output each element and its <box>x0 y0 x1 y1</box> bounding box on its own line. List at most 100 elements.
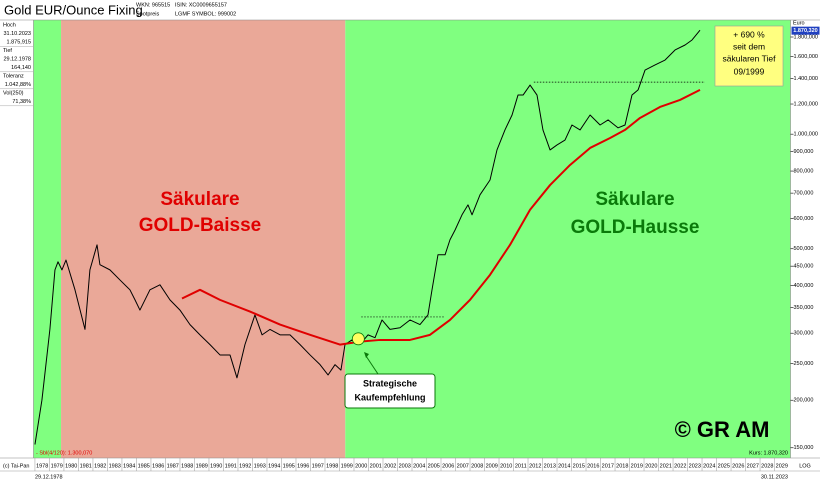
info: LGMF SYMBOL: 999002 <box>175 11 236 17</box>
y-tick-label: 350,000 <box>794 305 814 311</box>
annotation: + 690 % <box>733 29 765 39</box>
info-text: 71,38% <box>12 99 31 105</box>
x-tick-label: 1997 <box>312 463 324 469</box>
info: WKN: 965515 <box>136 2 170 8</box>
x-tick-label: 2026 <box>732 463 744 469</box>
x-tick-label: 2023 <box>689 463 701 469</box>
y-tick-label: 1.800,000 <box>794 34 818 40</box>
info: Spotpreis <box>136 11 159 17</box>
x-tick-label: 2013 <box>544 463 556 469</box>
x-tick-label: 1986 <box>152 463 164 469</box>
x-tick-label: 1981 <box>80 463 92 469</box>
y-tick-label: 1.000,000 <box>794 132 818 138</box>
x-tick-label: 2010 <box>500 463 512 469</box>
x-tick-label: 2022 <box>674 463 686 469</box>
x-tick-label: 1992 <box>239 463 251 469</box>
y-tick-label: 400,000 <box>794 283 814 289</box>
annotation-box <box>344 373 436 409</box>
y-tick-label: 300,000 <box>794 331 814 337</box>
copyright: © GR AM <box>675 417 770 442</box>
x-tick-label: 2017 <box>602 463 614 469</box>
x-tick-label: 1979 <box>51 463 63 469</box>
x-tick-label: 2001 <box>370 463 382 469</box>
annotation: GOLD-Hausse <box>571 217 700 238</box>
x-tick-label: 2028 <box>761 463 773 469</box>
annotation: GOLD-Baisse <box>139 215 261 236</box>
info-text: Toleranz <box>3 73 24 79</box>
x-tick-label: 1985 <box>138 463 150 469</box>
date-end: 30.11.2023 <box>761 474 788 480</box>
x-tick-label: 1998 <box>326 463 338 469</box>
x-tick-label: 2009 <box>486 463 498 469</box>
x-tick-label: 2000 <box>355 463 367 469</box>
y-tick-label: 200,000 <box>794 398 814 404</box>
y-tick-label: 700,000 <box>794 191 814 197</box>
x-tick-label: 1989 <box>196 463 208 469</box>
plot <box>34 29 705 445</box>
annotation: Säkulare <box>160 189 239 210</box>
info-text: 1.042,88% <box>5 82 31 88</box>
last-value-box <box>791 26 820 35</box>
last-value-label: 1.870,320 <box>793 28 817 34</box>
x-tick-label: 2020 <box>645 463 657 469</box>
x-tick-label: 2027 <box>747 463 759 469</box>
region <box>33 20 62 458</box>
annotation: säkularen Tief <box>723 53 777 63</box>
y-tick-label: 1.600,000 <box>794 54 818 60</box>
x-tick-label: 2002 <box>384 463 396 469</box>
axes: 150,000 200,000 250,000 300,000 350,000 400,0… <box>0 26 820 472</box>
ma-label: - Sbl(4/120): 1.300,070 <box>36 450 92 456</box>
info-text: Vol(250) <box>3 90 24 96</box>
x-tick-label: 2008 <box>471 463 483 469</box>
x-tick-label: 2004 <box>413 463 425 469</box>
x-tick-label: 2018 <box>616 463 628 469</box>
x-tick-label: 2021 <box>660 463 672 469</box>
x-tick-label: 2005 <box>428 463 440 469</box>
x-tick-label: 1990 <box>210 463 222 469</box>
y-tick-label: 1.400,000 <box>794 76 818 82</box>
y-tick-label: 150,000 <box>794 445 814 451</box>
info-text: 1.875,915 <box>7 39 31 45</box>
x-tick-label: 1980 <box>65 463 77 469</box>
x-tick-label: 2029 <box>776 463 788 469</box>
x-tick-label: 2014 <box>558 463 570 469</box>
y-tick-label: 800,000 <box>794 169 814 175</box>
x-tick-label: 2019 <box>631 463 643 469</box>
x-tick-label: 1999 <box>341 463 353 469</box>
y-tick-label: 600,000 <box>794 216 814 222</box>
annotation: Kaufempfehlung <box>355 392 426 402</box>
line <box>34 29 701 445</box>
x-tick-label: 1987 <box>167 463 179 469</box>
annotation-box <box>714 25 784 87</box>
x-tick-label: 2024 <box>703 463 715 469</box>
x-tick-label: 1982 <box>94 463 106 469</box>
x-tick-label: 1983 <box>109 463 121 469</box>
x-tick-label: 1984 <box>123 463 135 469</box>
arrow-head <box>364 352 369 358</box>
info-text: 164,140 <box>11 65 31 71</box>
x-tick-label: 1993 <box>254 463 266 469</box>
line <box>181 89 701 346</box>
annotation: seit dem <box>733 41 765 51</box>
x-tick-label: 2016 <box>587 463 599 469</box>
y-tick-label: 900,000 <box>794 149 814 155</box>
x-tick-label: 2007 <box>457 463 469 469</box>
scale-label: LOG <box>799 463 811 469</box>
x-tick-label: 2011 <box>515 463 527 469</box>
y-tick-label: 450,000 <box>794 264 814 270</box>
x-tick-label: 1978 <box>36 463 48 469</box>
info-text: Tief <box>3 48 12 54</box>
info-text: 29.12.1978 <box>3 56 31 62</box>
info-text: Hoch <box>3 22 16 28</box>
x-tick-label: 1991 <box>225 463 237 469</box>
price-label: Kurs: 1.870,320 <box>749 450 788 456</box>
x-tick-label: 2003 <box>399 463 411 469</box>
x-tick-label: 2012 <box>529 463 541 469</box>
region <box>61 20 346 458</box>
marker <box>351 332 365 346</box>
annotation: 09/1999 <box>734 66 765 76</box>
annotation: Strategische <box>363 378 417 388</box>
y-tick-label: 500,000 <box>794 246 814 252</box>
x-tick-label: 1988 <box>181 463 193 469</box>
